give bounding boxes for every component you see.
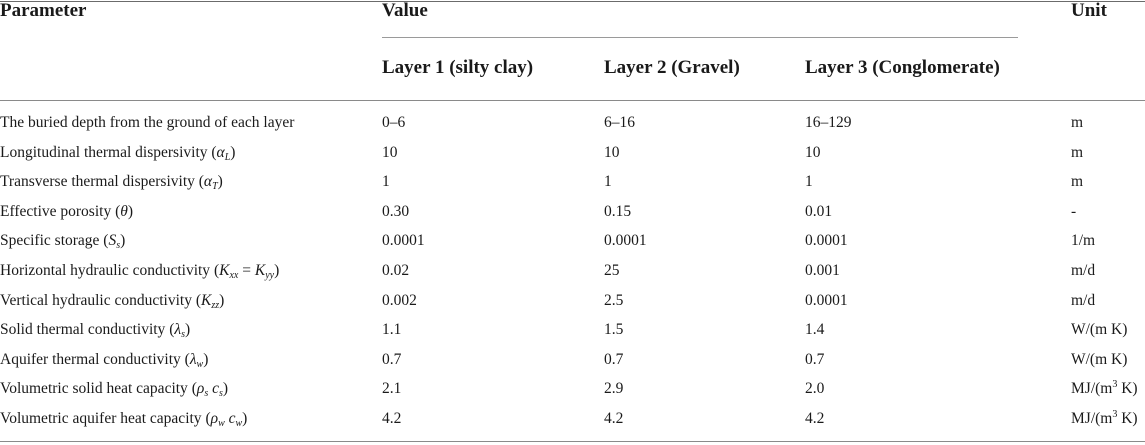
parameter-name: Effective porosity — [0, 202, 112, 220]
layer-2-value: 4.2 — [604, 410, 624, 427]
layer-1-value: 0.0001 — [382, 232, 425, 250]
table-row: The buried depth from the ground of each… — [0, 113, 1145, 142]
table-row: Specific storage (Ss) 0.0001 0.0001 0.0001 1… — [0, 231, 1145, 260]
parameter-cell: Aquifer thermal conductivity (λw) — [0, 350, 208, 370]
unit-cell: MJ/(m3 K) — [1071, 409, 1138, 428]
unit-cell: MJ/(m3 K) — [1071, 379, 1138, 398]
layer-3-value: 0.001 — [805, 262, 840, 279]
parameter-cell: Transverse thermal dispersivity (αT) — [0, 172, 223, 192]
unit-cell: m — [1071, 173, 1084, 191]
parameter-symbol: (λw) — [180, 350, 209, 370]
parameter-cell: Longitudinal thermal dispersivity (αL) — [0, 143, 235, 163]
parameter-cell: Horizontal hydraulic conductivity (Kxx =… — [0, 261, 279, 281]
layer-2-value: 1.5 — [604, 321, 624, 339]
layer-2-value: 10 — [604, 143, 620, 161]
parameter-symbol: (θ) — [111, 202, 134, 220]
layer-2-value: 0.7 — [604, 350, 624, 368]
parameter-symbol: (Ss) — [99, 232, 126, 252]
parameter-symbol: (αT) — [194, 173, 223, 193]
unit-cell: m — [1071, 143, 1084, 161]
unit-cell: m/d — [1071, 262, 1096, 279]
layer-2-value: 1 — [604, 173, 612, 191]
layer-1-value: 0.02 — [382, 262, 410, 279]
layer-1-value: 0.30 — [382, 202, 410, 220]
layer-3-value: 16–129 — [805, 114, 852, 131]
header-unit: Unit — [1071, 0, 1107, 21]
parameter-name: Volumetric solid heat capacity — [0, 380, 188, 398]
layer-1-value: 2.1 — [382, 380, 402, 398]
parameter-symbol: (Kxx = Kyy) — [210, 262, 280, 281]
layer-3-value: 2.0 — [805, 380, 825, 398]
header-layer-2: Layer 2 (Gravel) — [604, 57, 740, 78]
parameter-symbol: (Kzz) — [191, 291, 225, 311]
layer-2-value: 6–16 — [604, 114, 635, 131]
table-row: Longitudinal thermal dispersivity (αL) 10… — [0, 143, 1145, 172]
layer-3-value: 0.0001 — [805, 291, 848, 309]
parameter-cell: Solid thermal conductivity (λs) — [0, 320, 190, 340]
parameter-name: Solid thermal conductivity — [0, 321, 166, 339]
layer-3-value: 0.7 — [805, 350, 825, 368]
layer-2-value: 2.5 — [604, 291, 624, 309]
header-parameter: Parameter — [0, 0, 87, 21]
parameter-cell: Volumetric aquifer heat capacity (ρw cw) — [0, 409, 247, 429]
unit-cell: m/d — [1071, 291, 1096, 309]
layer-3-value: 0.0001 — [805, 232, 848, 250]
table-bottom-rule — [0, 441, 1145, 442]
parameter-symbol: (ρs cs) — [187, 380, 229, 400]
table-top-rule — [0, 1, 1145, 2]
parameter-name: Vertical hydraulic conductivity — [0, 291, 192, 309]
layer-2-value: 2.9 — [604, 380, 624, 398]
parameter-name: The buried depth from the ground of each… — [0, 114, 295, 131]
value-span-rule — [382, 37, 1018, 38]
layer-2-value: 0.15 — [604, 202, 632, 220]
layer-3-value: 1.4 — [805, 321, 825, 339]
table-row: Transverse thermal dispersivity (αT) 1 1 1 m — [0, 172, 1145, 201]
layer-1-value: 0.002 — [382, 291, 417, 309]
parameter-symbol: (ρw cw) — [201, 410, 248, 429]
parameter-name: Longitudinal thermal dispersivity — [0, 143, 208, 161]
layer-3-value: 1 — [805, 173, 813, 191]
unit-cell: W/(m K) — [1071, 350, 1128, 368]
layer-3-value: 4.2 — [805, 410, 825, 427]
layer-1-value: 1 — [382, 173, 390, 191]
parameter-name: Aquifer thermal conductivity — [0, 350, 181, 368]
layer-1-value: 0–6 — [382, 114, 406, 131]
parameter-symbol: (αL) — [207, 143, 236, 163]
layer-2-value: 25 — [604, 262, 620, 279]
parameter-cell: Volumetric solid heat capacity (ρs cs) — [0, 379, 228, 399]
layer-1-value: 0.7 — [382, 350, 402, 368]
table-row: Effective porosity (θ) 0.30 0.15 0.01 - — [0, 202, 1145, 231]
parameter-cell: Vertical hydraulic conductivity (Kzz) — [0, 291, 224, 311]
table-row: Aquifer thermal conductivity (λw) 0.7 0.7 0… — [0, 350, 1145, 379]
table-row: Volumetric solid heat capacity (ρs cs) 2.… — [0, 379, 1145, 408]
layer-1-value: 10 — [382, 143, 398, 161]
layer-2-value: 0.0001 — [604, 232, 647, 250]
parameter-cell: Effective porosity (θ) — [0, 202, 133, 222]
parameter-name: Specific storage — [0, 232, 100, 250]
table-row: Horizontal hydraulic conductivity (Kxx =… — [0, 261, 1145, 290]
header-layer-1: Layer 1 (silty clay) — [382, 57, 534, 78]
parameter-cell: The buried depth from the ground of each… — [0, 113, 294, 133]
table-row: Volumetric aquifer heat capacity (ρw cw)… — [0, 409, 1145, 438]
layer-3-value: 10 — [805, 143, 821, 161]
parameter-symbol: (λs) — [165, 321, 191, 341]
table-row: Solid thermal conductivity (λs) 1.1 1.5 1.4… — [0, 320, 1145, 349]
unit-cell: W/(m K) — [1071, 321, 1128, 339]
unit-cell: 1/m — [1071, 232, 1096, 250]
unit-cell: - — [1071, 202, 1077, 220]
header-value: Value — [382, 0, 428, 21]
parameter-name: Horizontal hydraulic conductivity — [0, 262, 211, 279]
table-row: Vertical hydraulic conductivity (Kzz) 0.0… — [0, 291, 1145, 320]
header-bottom-rule — [0, 100, 1145, 101]
header-layer-3: Layer 3 (Conglomerate) — [805, 57, 1000, 78]
layer-1-value: 1.1 — [382, 321, 402, 339]
parameter-cell: Specific storage (Ss) — [0, 231, 125, 251]
layer-3-value: 0.01 — [805, 202, 833, 220]
layer-1-value: 4.2 — [382, 410, 402, 427]
unit-cell: m — [1071, 114, 1084, 131]
parameter-name: Volumetric aquifer heat capacity — [0, 410, 202, 427]
parameter-name: Transverse thermal dispersivity — [0, 173, 195, 191]
